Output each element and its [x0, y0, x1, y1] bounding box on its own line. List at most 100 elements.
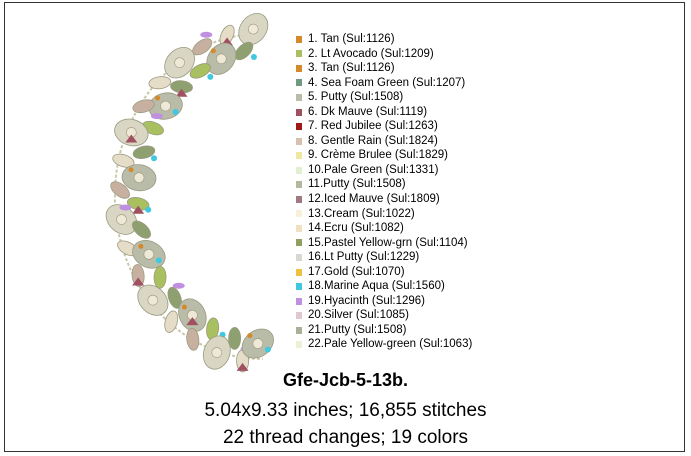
embroidery-motif: [138, 243, 144, 249]
thread-label: 9. Crème Brulee (Sul:1829): [308, 149, 448, 162]
thread-label: 3. Tan (Sul:1126): [308, 62, 395, 75]
thread-label: 21.Putty (Sul:1508): [308, 323, 407, 336]
embroidery-motif: [125, 134, 138, 143]
thread-item: 4. Sea Foam Green (Sul:1207): [296, 76, 472, 91]
embroidery-motif: [150, 155, 157, 162]
embroidery-motif: [167, 286, 182, 309]
thread-label: 2. Lt Avocado (Sul:1209): [308, 47, 434, 60]
embroidery-motif: [133, 172, 145, 184]
embroidery-motif: [211, 347, 223, 358]
color-swatch: [296, 326, 302, 334]
embroidery-image: [105, 13, 274, 373]
thread-item: 18.Marine Aqua (Sul:1560): [296, 279, 472, 294]
embroidery-motif: [175, 88, 188, 97]
thread-item: 13.Cream (Sul:1022): [296, 207, 472, 222]
thread-label: 8. Gentle Rain (Sul:1824): [308, 134, 438, 147]
thread-label: 13.Cream (Sul:1022): [308, 207, 415, 220]
embroidery-motif: [250, 53, 257, 60]
color-swatch: [296, 297, 302, 305]
thread-item: 19.Hyacinth (Sul:1296): [296, 294, 472, 309]
color-swatch: [296, 166, 302, 174]
color-swatch: [296, 64, 302, 72]
embroidery-motif: [172, 282, 185, 289]
color-swatch: [296, 283, 302, 291]
embroidery-motif: [150, 113, 163, 120]
embroidery-motif: [207, 73, 214, 80]
embroidery-motif: [119, 204, 132, 211]
thread-item: 15.Pastel Yellow-grn (Sul:1104): [296, 236, 472, 251]
color-swatch: [296, 268, 302, 276]
embroidery-motif: [200, 31, 213, 38]
thread-item: 7. Red Jubilee (Sul:1263): [296, 119, 472, 134]
color-swatch: [296, 152, 302, 160]
color-swatch: [296, 195, 302, 203]
embroidery-motif: [145, 206, 152, 213]
design-changes: 22 thread changes; 19 colors: [222, 427, 469, 448]
color-swatch: [296, 312, 302, 320]
thread-label: 14.Ecru (Sul:1082): [308, 222, 404, 235]
thread-item: 20.Silver (Sul:1085): [296, 308, 472, 323]
embroidery-motif: [143, 249, 155, 260]
embroidery-motif: [148, 76, 172, 90]
embroidery-motif: [186, 327, 200, 351]
embroidery-motif: [210, 48, 216, 54]
color-swatch: [296, 93, 302, 101]
thread-item: 1. Tan (Sul:1126): [296, 32, 472, 47]
thread-label: 12.Iced Mauve (Sul:1809): [308, 193, 440, 206]
thread-label: 6. Dk Mauve (Sul:1119): [308, 105, 428, 118]
thread-item: 22.Pale Yellow-green (Sul:1063): [296, 337, 472, 352]
color-swatch: [296, 239, 302, 247]
embroidery-motif: [160, 100, 171, 112]
embroidery-motif: [116, 214, 127, 225]
thread-label: 1. Tan (Sul:1126): [308, 33, 395, 45]
thread-label: 16.Lt Putty (Sul:1229): [308, 251, 420, 264]
color-swatch: [296, 50, 302, 58]
embroidery-motif: [174, 57, 185, 68]
color-swatch: [296, 79, 302, 87]
thread-item: 2. Lt Avocado (Sul:1209): [296, 47, 472, 62]
thread-label: 17.Gold (Sul:1070): [308, 265, 405, 278]
color-swatch: [296, 253, 302, 261]
embroidery-motif: [186, 317, 199, 326]
embroidery-motif: [252, 338, 264, 349]
embroidery-motif: [189, 63, 211, 79]
embroidery-motif: [172, 109, 179, 116]
product-card: 1. Tan (Sul:1126) 2. Lt Avocado (Sul:1209…: [4, 2, 685, 452]
embroidery-motif: [132, 99, 155, 114]
embroidery-motif: [264, 346, 271, 353]
color-swatch: [296, 137, 302, 145]
thread-label: 22.Pale Yellow-green (Sul:1063): [308, 338, 473, 351]
embroidery-motif: [155, 257, 162, 264]
embroidery-motif: [234, 41, 254, 61]
thread-item: 6. Dk Mauve (Sul:1119): [296, 105, 472, 120]
thread-item: 10.Pale Green (Sul:1331): [296, 163, 472, 178]
embroidery-motif: [164, 310, 179, 333]
embroidery-motif: [132, 277, 145, 286]
color-swatch: [296, 341, 302, 349]
embroidery-motif: [155, 95, 161, 101]
thread-list: 1. Tan (Sul:1126) 2. Lt Avocado (Sul:1209…: [296, 32, 472, 352]
thread-item: 8. Gentle Rain (Sul:1824): [296, 134, 472, 149]
thread-item: 16.Lt Putty (Sul:1229): [296, 250, 472, 265]
embroidery-motif: [247, 23, 259, 35]
embroidery-motif: [236, 362, 249, 371]
thread-item: 5. Putty (Sul:1508): [296, 90, 472, 105]
thread-item: 14.Ecru (Sul:1082): [296, 221, 472, 236]
thread-item: 17.Gold (Sul:1070): [296, 265, 472, 280]
thread-label: 15.Pastel Yellow-grn (Sul:1104): [308, 236, 468, 249]
embroidery-motif: [132, 220, 151, 239]
thread-label: 4. Sea Foam Green (Sul:1207): [308, 76, 466, 89]
thread-label: 10.Pale Green (Sul:1331): [308, 163, 439, 176]
color-swatch: [296, 181, 302, 189]
design-name: Gfe-Jcb-5-13b.: [282, 370, 409, 390]
thread-label: 20.Silver (Sul:1085): [308, 309, 409, 322]
design-size: 5.04x9.33 inches; 16,855 stitches: [204, 400, 487, 421]
thread-item: 11.Putty (Sul:1508): [296, 177, 472, 192]
embroidery-motif: [147, 294, 159, 306]
embroidery-motif: [132, 205, 145, 214]
thread-label: 18.Marine Aqua (Sul:1560): [308, 280, 445, 293]
thread-item: 21.Putty (Sul:1508): [296, 323, 472, 338]
embroidery-motif: [128, 167, 134, 173]
embroidery-motif: [112, 153, 135, 168]
